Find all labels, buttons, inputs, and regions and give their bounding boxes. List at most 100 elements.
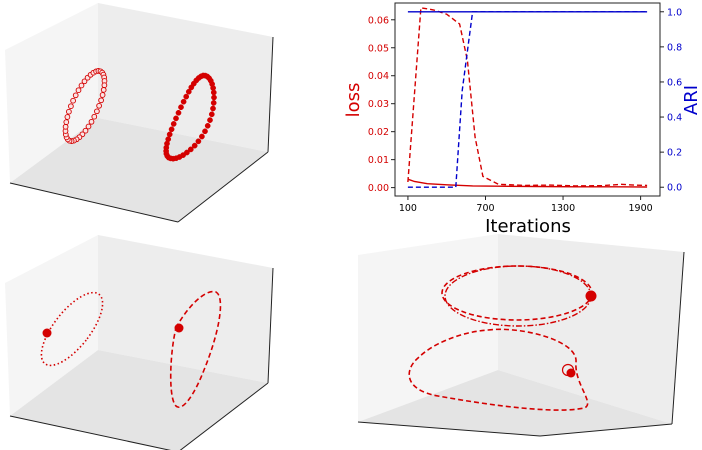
axis-line-bottom	[9, 182, 179, 223]
loop-hollow-markers	[62, 68, 108, 144]
y-right-tick-label: 0.4	[667, 113, 682, 124]
pane-back	[498, 234, 684, 424]
marker-filled	[170, 121, 177, 127]
x-ticks: 100 700 1300 1900	[399, 196, 653, 214]
marker-filled	[180, 98, 187, 105]
y-left-ticks: 0.00 0.01 0.02 0.03 0.04 0.05 0.06	[368, 15, 395, 194]
marker-hollow	[75, 87, 82, 94]
y-left-tick-label: 0.06	[368, 15, 389, 26]
x-tick-label: 100	[399, 203, 417, 214]
axis-line-right	[177, 151, 269, 223]
panel-3d-top-left	[5, 3, 274, 223]
lower-loop-dashed	[408, 328, 589, 411]
series-lines	[407, 6, 648, 188]
marker-filled	[191, 142, 198, 149]
y-left-tick-label: 0.00	[368, 183, 389, 194]
marker-hollow	[81, 78, 88, 85]
marker-filled	[207, 117, 213, 123]
marker-hollow	[101, 82, 108, 89]
x-tick-label: 700	[476, 203, 494, 214]
marker-hollow	[78, 82, 85, 89]
y-right-tick-label: 1.0	[667, 7, 682, 18]
axis-line-bottom	[9, 415, 172, 450]
pane-left	[358, 234, 498, 422]
marker-filled	[173, 115, 179, 122]
y-right-ticks: 0.0 0.2 0.4 0.6 0.8 1.0	[660, 7, 682, 194]
marker-hollow	[85, 123, 92, 130]
marker-filled	[202, 128, 208, 135]
y-left-label: loss	[343, 83, 364, 118]
marker-filled	[199, 133, 205, 140]
marker-hollow	[72, 92, 79, 99]
marker-hollow	[88, 118, 95, 125]
series-line-left-solid	[407, 178, 648, 188]
marker-hollow	[94, 108, 100, 115]
loop-dotted	[40, 291, 104, 367]
x-tick-label: 1900	[629, 203, 653, 214]
marker-upper-loop	[585, 290, 597, 302]
y-left-tick-label: 0.04	[368, 71, 389, 82]
marker-filled	[166, 131, 173, 138]
y-left-tick-label: 0.05	[368, 43, 389, 54]
pane-floor	[10, 118, 268, 222]
marker-filled	[185, 88, 192, 95]
pane-left	[5, 3, 98, 183]
axis-line-right	[539, 423, 673, 437]
axis-line-vertical	[671, 251, 685, 425]
y-left-tick-label: 0.01	[368, 155, 389, 166]
marker-hollow	[100, 87, 107, 93]
series-line-right-dashed	[407, 11, 648, 188]
marker-filled	[208, 111, 215, 118]
marker-filled	[165, 136, 172, 143]
marker-hollow	[82, 127, 89, 134]
axis-line-bottom	[357, 421, 541, 437]
marker-filled	[178, 104, 184, 111]
y-left-tick-label: 0.02	[368, 127, 389, 138]
y-right-label: ARI	[681, 85, 702, 115]
y-right-tick-label: 0.2	[667, 148, 682, 159]
panel-3d-bottom-right	[357, 234, 685, 437]
loop-dashed	[169, 290, 222, 409]
marker-filled	[210, 89, 217, 96]
panel-loss-ari-chart: 0.000.010.020.030.040.050.06 0.00.20.40.…	[343, 2, 702, 237]
pane-left	[5, 235, 98, 416]
marker-hollow	[66, 108, 72, 115]
marker-hollow	[91, 113, 98, 120]
marker-filled	[210, 105, 216, 112]
pane-floor	[10, 350, 268, 450]
pane-floor	[358, 370, 672, 436]
loop-filled-markers	[163, 72, 217, 162]
marker-hollow	[96, 102, 102, 109]
axis-line-vertical	[267, 267, 274, 384]
start-marker-dotted	[42, 328, 52, 338]
marker-hollow	[62, 123, 69, 130]
y-right-tick-label: 0.0	[667, 183, 682, 194]
x-tick-label: 1300	[551, 203, 575, 214]
marker-lower-loop	[566, 368, 576, 378]
plot-frame	[394, 2, 661, 197]
x-axis-label: Iterations	[485, 216, 571, 237]
marker-filled	[195, 138, 202, 145]
y-right-tick-label: 0.6	[667, 77, 682, 88]
series-line-left-dashed	[407, 6, 648, 187]
marker-hollow	[63, 119, 70, 125]
marker-hollow	[70, 97, 76, 104]
axis-line-right	[179, 382, 269, 450]
marker-filled	[183, 93, 190, 100]
marker-hollow	[99, 92, 106, 98]
axis-line-vertical	[267, 36, 274, 153]
marker-hollow	[98, 97, 104, 104]
y-right-tick-label: 0.8	[667, 42, 682, 53]
marker-filled	[175, 109, 182, 116]
panel-3d-bottom-left	[5, 235, 274, 450]
marker-filled	[204, 122, 211, 129]
pane-back	[98, 3, 273, 152]
start-marker-dashed	[174, 323, 184, 333]
y-left-tick-label: 0.03	[368, 99, 389, 110]
pane-back	[98, 235, 273, 383]
marker-hollow	[68, 103, 74, 110]
marker-filled	[168, 126, 175, 133]
marker-filled	[211, 94, 217, 101]
marker-hollow	[64, 114, 71, 120]
